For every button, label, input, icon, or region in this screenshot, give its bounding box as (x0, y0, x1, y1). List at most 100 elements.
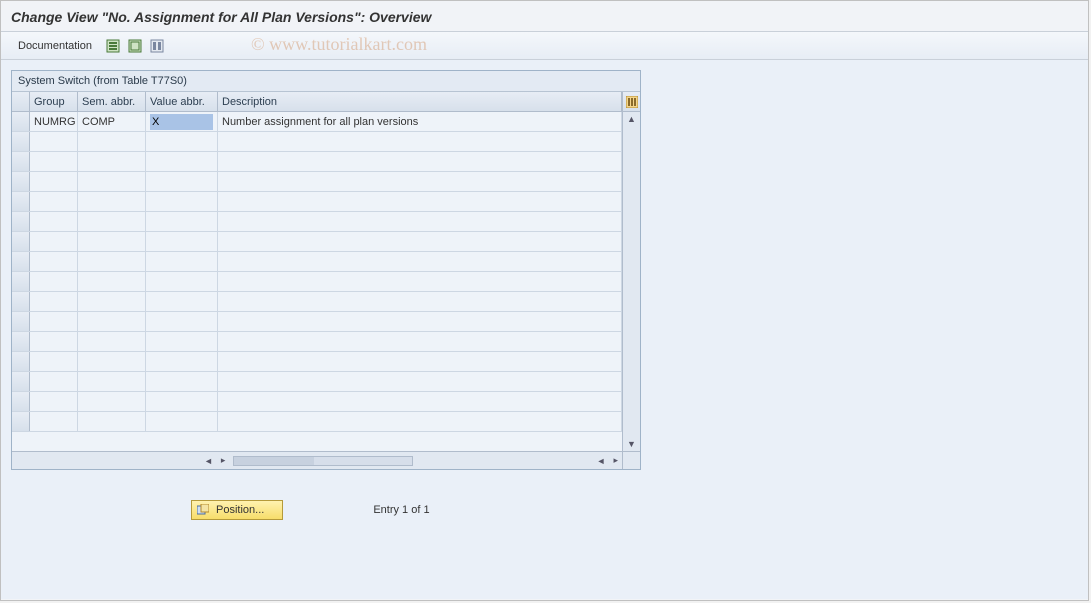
page-title: Change View "No. Assignment for All Plan… (1, 1, 1088, 32)
table-row[interactable] (12, 212, 622, 232)
row-handle[interactable] (12, 332, 30, 351)
row-handle[interactable] (12, 152, 30, 171)
scroll-right-icon[interactable]: ◄ (593, 456, 610, 466)
row-handle[interactable] (12, 292, 30, 311)
row-handle[interactable] (12, 312, 30, 331)
cell-sem (78, 152, 146, 171)
cell-group (30, 312, 78, 331)
cell-value[interactable] (146, 272, 218, 291)
cell-sem (78, 272, 146, 291)
scroll-left-begin-icon[interactable]: ◄ (200, 456, 217, 466)
row-handle[interactable] (12, 212, 30, 231)
row-handle[interactable] (12, 392, 30, 411)
table-row[interactable]: NUMRGCOMPNumber assignment for all plan … (12, 112, 622, 132)
cell-value[interactable] (146, 152, 218, 171)
cell-value[interactable] (146, 332, 218, 351)
vertical-scrollbar[interactable]: ▲ ▼ (622, 112, 640, 451)
cell-value[interactable] (146, 112, 218, 131)
cell-description (218, 232, 622, 251)
cell-group (30, 212, 78, 231)
table-row[interactable] (12, 352, 622, 372)
row-handle[interactable] (12, 352, 30, 371)
table-row[interactable] (12, 332, 622, 352)
entry-count-text: Entry 1 of 1 (373, 504, 429, 516)
row-handle[interactable] (12, 372, 30, 391)
table-row[interactable] (12, 132, 622, 152)
row-handle[interactable] (12, 132, 30, 151)
table-row[interactable] (12, 192, 622, 212)
cell-group (30, 132, 78, 151)
row-handle[interactable] (12, 112, 30, 131)
cell-sem (78, 212, 146, 231)
hscroll-track[interactable] (233, 456, 413, 466)
configure-columns-icon[interactable] (622, 92, 640, 111)
cell-sem (78, 232, 146, 251)
cell-value[interactable] (146, 172, 218, 191)
cell-group (30, 192, 78, 211)
position-icon (196, 503, 210, 517)
cell-sem (78, 292, 146, 311)
table-row[interactable] (12, 152, 622, 172)
system-switch-panel: System Switch (from Table T77S0) Group S… (11, 70, 641, 470)
row-handle[interactable] (12, 172, 30, 191)
table-row[interactable] (12, 312, 622, 332)
row-handle[interactable] (12, 192, 30, 211)
scroll-right-end-icon[interactable]: ▸ (609, 455, 622, 466)
cell-description (218, 212, 622, 231)
scroll-left-icon[interactable]: ▸ (217, 455, 230, 466)
table-row[interactable] (12, 412, 622, 432)
position-button[interactable]: Position... (191, 500, 283, 520)
documentation-button[interactable]: Documentation (11, 37, 99, 55)
table-row[interactable] (12, 232, 622, 252)
cell-value[interactable] (146, 232, 218, 251)
row-handle-header (12, 92, 30, 111)
cell-value[interactable] (146, 392, 218, 411)
table-deselect-icon[interactable] (127, 38, 143, 54)
cell-value[interactable] (146, 372, 218, 391)
cell-sem (78, 352, 146, 371)
value-input[interactable] (150, 114, 213, 130)
cell-value[interactable] (146, 212, 218, 231)
toolbar: Documentation © www.tutorialkart.com (1, 32, 1088, 60)
hscroll-thumb[interactable] (234, 457, 314, 465)
cell-description (218, 152, 622, 171)
table-settings-icon[interactable] (149, 38, 165, 54)
col-header-group[interactable]: Group (30, 92, 78, 111)
cell-value[interactable] (146, 312, 218, 331)
cell-value[interactable] (146, 352, 218, 371)
cell-group (30, 412, 78, 431)
cell-group (30, 392, 78, 411)
col-header-desc[interactable]: Description (218, 92, 622, 111)
row-handle[interactable] (12, 232, 30, 251)
footer: Position... Entry 1 of 1 (11, 470, 1078, 520)
col-header-val[interactable]: Value abbr. (146, 92, 218, 111)
table-row[interactable] (12, 372, 622, 392)
col-header-sem[interactable]: Sem. abbr. (78, 92, 146, 111)
scroll-down-icon[interactable]: ▼ (627, 439, 636, 449)
cell-group (30, 232, 78, 251)
cell-description (218, 332, 622, 351)
cell-value[interactable] (146, 252, 218, 271)
row-handle[interactable] (12, 252, 30, 271)
cell-value[interactable] (146, 412, 218, 431)
cell-description (218, 252, 622, 271)
cell-group: NUMRG (30, 112, 78, 131)
table-row[interactable] (12, 272, 622, 292)
table-row[interactable] (12, 392, 622, 412)
cell-sem (78, 132, 146, 151)
scroll-up-icon[interactable]: ▲ (627, 114, 636, 124)
content-area: System Switch (from Table T77S0) Group S… (1, 60, 1088, 599)
table-row[interactable] (12, 292, 622, 312)
cell-sem (78, 392, 146, 411)
cell-value[interactable] (146, 292, 218, 311)
cell-description (218, 392, 622, 411)
cell-description (218, 412, 622, 431)
table-select-icon[interactable] (105, 38, 121, 54)
horizontal-scrollbar[interactable]: ◄ ▸ ◄ ▸ (12, 451, 640, 469)
table-row[interactable] (12, 172, 622, 192)
cell-value[interactable] (146, 192, 218, 211)
cell-value[interactable] (146, 132, 218, 151)
row-handle[interactable] (12, 412, 30, 431)
row-handle[interactable] (12, 272, 30, 291)
table-row[interactable] (12, 252, 622, 272)
